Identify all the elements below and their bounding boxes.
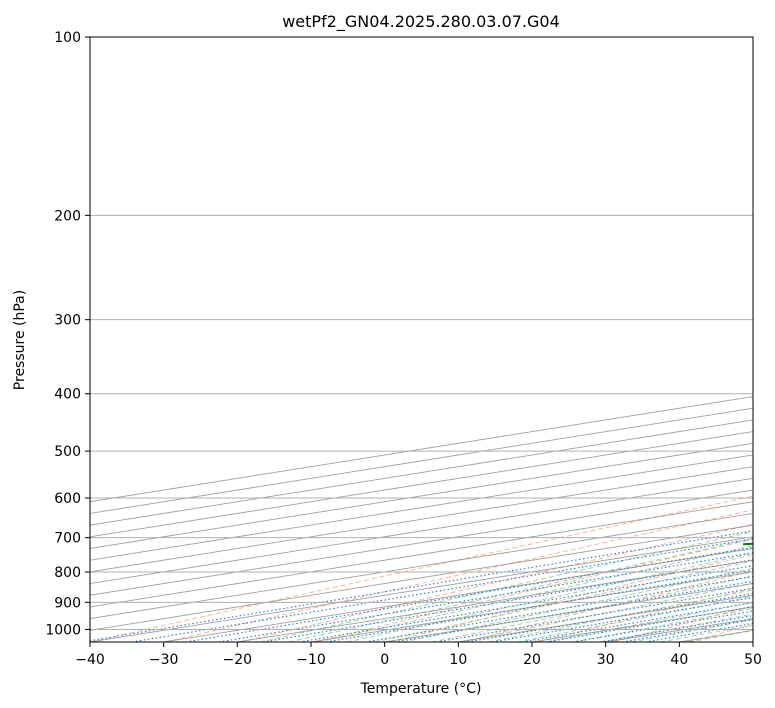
x-axis-ticks: −40 −30 −20 −10 0 10 20 30 40 50: [75, 642, 762, 668]
x-tick-label: −10: [296, 652, 326, 668]
isotherm: [90, 512, 753, 620]
x-tick-label: 20: [523, 652, 541, 668]
mixing-ratio-line: [365, 575, 753, 642]
x-axis-label: Temperature (°C): [360, 681, 482, 697]
y-tick-label: 400: [54, 387, 81, 403]
x-tick-label: 10: [449, 652, 467, 668]
y-axis-label: Pressure (hPa): [12, 290, 28, 390]
x-tick-label: −30: [149, 652, 179, 668]
mixing-ratio-line: [326, 569, 753, 642]
plot-area: -100-90-80-70-60-50-40-30-20-10010203040…: [90, 37, 753, 642]
moist-adiabat: [374, 560, 753, 642]
moist-adiabat: [288, 538, 753, 642]
moist-adiabats: [260, 531, 753, 642]
dry-adiabats: [90, 495, 753, 642]
y-tick-label: 800: [54, 565, 81, 581]
x-tick-label: 40: [670, 652, 688, 668]
y-tick-label: 900: [54, 595, 81, 611]
isotherm: [90, 536, 753, 642]
x-tick-label: 30: [597, 652, 615, 668]
moist-adiabat: [431, 575, 753, 642]
isotherm: [90, 442, 753, 549]
isotherm: [90, 501, 753, 608]
dry-adiabat: [239, 523, 753, 642]
isotherms: [90, 396, 753, 642]
isotherm: [90, 489, 753, 596]
dry-adiabat: [165, 509, 753, 642]
y-axis-ticks: 100 200 300 400 500 600 700 800 900 1000: [45, 30, 90, 638]
mixing-ratio-line: [131, 538, 753, 642]
y-tick-label: 600: [54, 491, 81, 507]
x-tick-label: −40: [75, 652, 105, 668]
moist-adiabat: [487, 589, 753, 642]
x-tick-label: 0: [380, 652, 389, 668]
isotherm: [90, 466, 753, 573]
chart-title: wetPf2_GN04.2025.280.03.07.G04: [282, 12, 560, 32]
y-tick-label: 500: [54, 444, 81, 460]
plot-frame: [89, 36, 754, 643]
dry-adiabat: [389, 554, 753, 642]
y-tick-label: 300: [54, 313, 81, 329]
moist-adiabat: [317, 545, 753, 642]
y-tick-label: 1000: [45, 622, 81, 638]
isotherm: [90, 524, 753, 631]
isotherm: [90, 477, 753, 585]
pressure-gridlines: [90, 37, 753, 630]
x-tick-label: −20: [223, 652, 253, 668]
x-tick-label: 50: [744, 652, 762, 668]
isotherm: [90, 454, 753, 561]
y-tick-label: 700: [54, 531, 81, 547]
y-tick-label: 100: [54, 30, 81, 46]
moist-adiabat: [260, 531, 753, 642]
dry-adiabat: [538, 587, 753, 642]
y-tick-label: 200: [54, 208, 81, 224]
mixing-ratio-line: [436, 587, 753, 642]
